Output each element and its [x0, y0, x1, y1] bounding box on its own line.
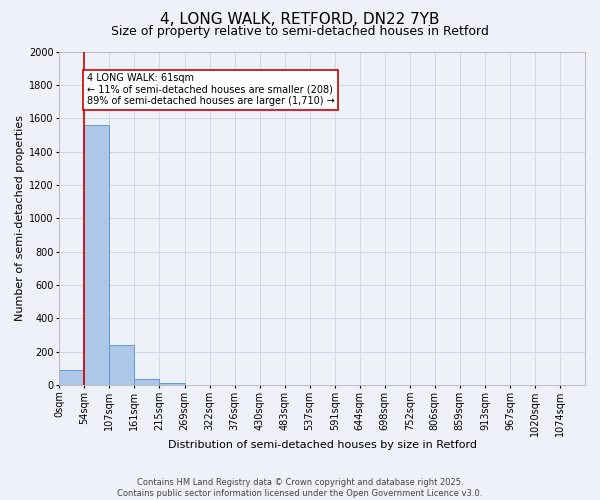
Bar [109, 345, 134, 385]
Bar [160, 383, 185, 385]
Y-axis label: Number of semi-detached properties: Number of semi-detached properties [15, 115, 25, 321]
Text: Contains HM Land Registry data © Crown copyright and database right 2025.
Contai: Contains HM Land Registry data © Crown c… [118, 478, 482, 498]
Bar [85, 125, 109, 385]
Text: Size of property relative to semi-detached houses in Retford: Size of property relative to semi-detach… [111, 25, 489, 38]
Bar [134, 379, 160, 385]
X-axis label: Distribution of semi-detached houses by size in Retford: Distribution of semi-detached houses by … [167, 440, 476, 450]
Text: 4, LONG WALK, RETFORD, DN22 7YB: 4, LONG WALK, RETFORD, DN22 7YB [160, 12, 440, 28]
Text: 4 LONG WALK: 61sqm
← 11% of semi-detached houses are smaller (208)
89% of semi-d: 4 LONG WALK: 61sqm ← 11% of semi-detache… [87, 73, 335, 106]
Bar [59, 370, 85, 385]
